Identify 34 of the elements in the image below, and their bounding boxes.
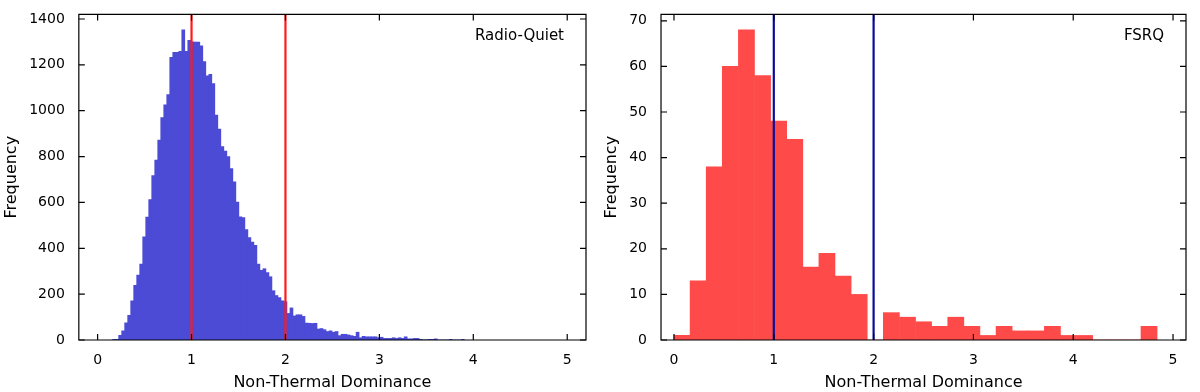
y-tick-label: 800	[38, 147, 65, 164]
y-tick-label: 40	[629, 148, 648, 165]
y-tick-label: 70	[629, 11, 648, 28]
x-tick-label: 2	[869, 351, 879, 368]
y-tick-label: 400	[38, 238, 65, 255]
y-axis-title: Frequency	[0, 135, 20, 219]
y-tick-label: 20	[629, 239, 648, 256]
y-tick-label: 0	[55, 330, 65, 347]
x-tick-label: 2	[280, 351, 290, 368]
y-tick-label: 60	[629, 57, 648, 74]
y-tick-label: 10	[629, 285, 648, 302]
x-axis-title: Non-Thermal Dominance	[233, 371, 432, 391]
y-tick-label: 50	[629, 102, 648, 119]
x-tick-label: 4	[1068, 351, 1078, 368]
y-tick-label: 30	[629, 193, 648, 210]
x-tick-label: 4	[468, 351, 478, 368]
y-tick-label: 0	[638, 330, 648, 347]
x-tick-label: 0	[669, 351, 679, 368]
y-axis-title: Frequency	[600, 135, 620, 219]
x-tick-label: 5	[1168, 351, 1178, 368]
x-axis-title: Non-Thermal Dominance	[824, 371, 1023, 391]
y-tick-label: 200	[38, 284, 65, 301]
x-tick-label: 0	[93, 351, 103, 368]
annotation: FSRQ	[1123, 25, 1164, 44]
annotation: Radio-Quiet	[475, 25, 565, 44]
x-tick-label: 3	[374, 351, 384, 368]
x-tick-label: 3	[968, 351, 978, 368]
x-tick-label: 1	[769, 351, 779, 368]
x-tick-label: 5	[562, 351, 572, 368]
y-tick-label: 1000	[29, 101, 65, 118]
y-tick-label: 1200	[29, 55, 65, 72]
y-tick-label: 1400	[29, 9, 65, 26]
x-tick-label: 1	[187, 351, 196, 368]
y-tick-label: 600	[38, 193, 65, 210]
